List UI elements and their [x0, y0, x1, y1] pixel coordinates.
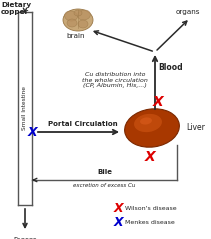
- Text: X: X: [113, 216, 123, 228]
- Ellipse shape: [78, 20, 88, 28]
- Text: Portal Circulation: Portal Circulation: [48, 121, 117, 127]
- Text: Dietary
copper: Dietary copper: [1, 2, 31, 15]
- Text: X: X: [153, 95, 163, 109]
- Ellipse shape: [74, 10, 82, 16]
- Text: X: X: [27, 125, 37, 138]
- Ellipse shape: [65, 11, 77, 21]
- Text: Liver: Liver: [186, 124, 205, 132]
- Ellipse shape: [125, 109, 179, 147]
- Text: Menkes disease: Menkes disease: [125, 219, 175, 224]
- Text: Bile: Bile: [97, 169, 112, 175]
- Text: brain: brain: [67, 33, 85, 39]
- Text: Faeces: Faeces: [13, 237, 37, 239]
- Ellipse shape: [63, 9, 93, 31]
- Text: Small Intestine: Small Intestine: [23, 87, 27, 130]
- Ellipse shape: [77, 10, 91, 20]
- Ellipse shape: [134, 114, 162, 132]
- Text: Wilson's disease: Wilson's disease: [125, 206, 177, 211]
- Text: organs: organs: [176, 9, 200, 15]
- Text: X: X: [113, 201, 123, 214]
- Text: excretion of excess Cu: excretion of excess Cu: [73, 183, 136, 188]
- Text: Blood: Blood: [158, 63, 183, 71]
- Text: X: X: [145, 150, 155, 164]
- Text: Cu distribution into
the whole circulation
(CP, Albumin, His,...): Cu distribution into the whole circulati…: [82, 72, 148, 88]
- Ellipse shape: [140, 117, 152, 125]
- Ellipse shape: [67, 19, 77, 27]
